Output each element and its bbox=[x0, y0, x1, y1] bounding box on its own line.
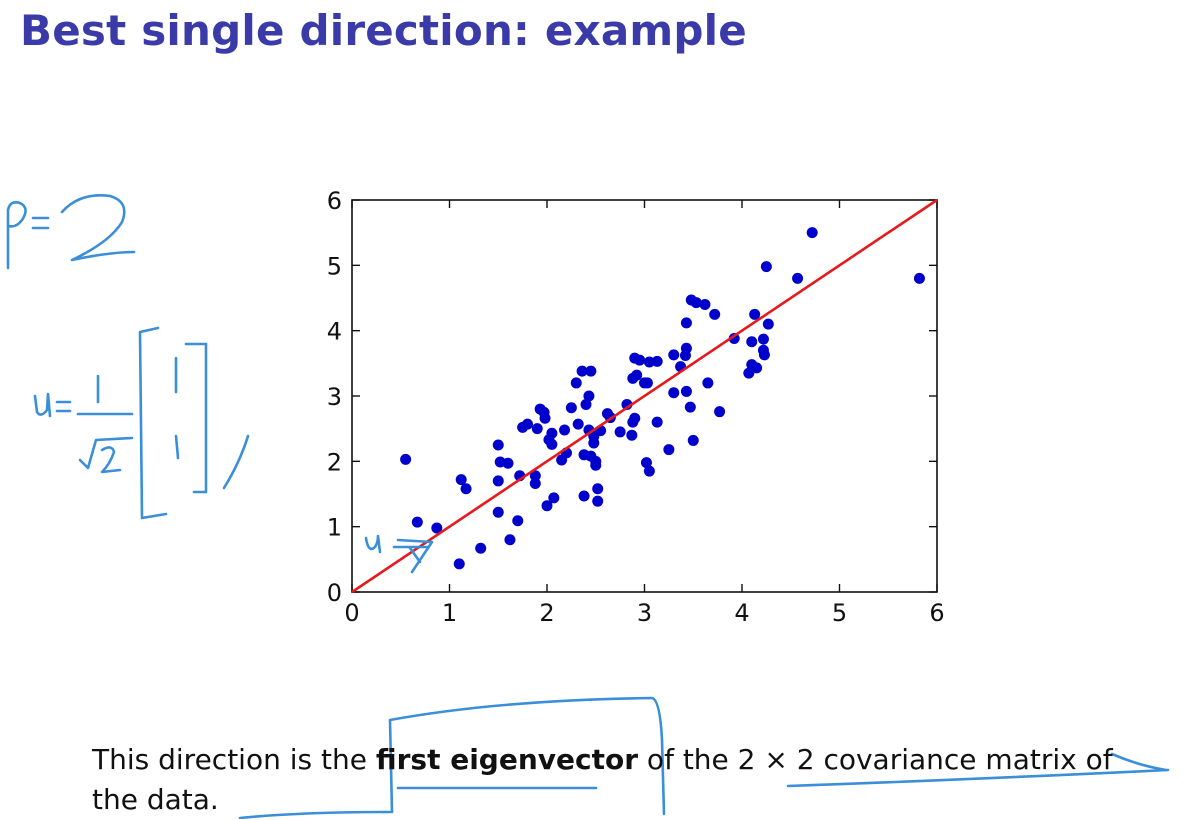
data-point bbox=[746, 336, 758, 348]
y-tick-label: 1 bbox=[327, 514, 342, 542]
data-point bbox=[631, 369, 643, 381]
caption-bold-term: first eigenvector bbox=[375, 743, 639, 776]
data-point bbox=[546, 438, 558, 450]
data-point bbox=[531, 423, 543, 435]
data-point bbox=[728, 333, 740, 345]
caption-part1: This direction is the bbox=[92, 743, 376, 776]
data-point bbox=[502, 457, 514, 469]
data-point bbox=[529, 470, 541, 482]
data-point bbox=[578, 490, 590, 502]
data-point bbox=[762, 318, 774, 330]
x-tick-label: 1 bbox=[442, 599, 457, 627]
data-point bbox=[455, 474, 467, 486]
data-points bbox=[400, 227, 925, 570]
data-point bbox=[684, 401, 696, 413]
data-point bbox=[492, 506, 504, 518]
data-point bbox=[792, 272, 804, 284]
data-point bbox=[492, 475, 504, 487]
x-tick-label: 5 bbox=[832, 599, 847, 627]
data-point bbox=[629, 412, 641, 424]
data-point bbox=[913, 272, 925, 284]
data-point bbox=[400, 453, 412, 465]
data-point bbox=[690, 297, 702, 309]
data-point bbox=[663, 444, 675, 456]
data-point bbox=[572, 418, 584, 430]
data-point bbox=[626, 429, 638, 441]
data-point bbox=[460, 483, 472, 495]
data-point bbox=[651, 416, 663, 428]
data-point bbox=[475, 542, 487, 554]
x-tick-label: 4 bbox=[734, 599, 749, 627]
data-point bbox=[592, 495, 604, 507]
data-point bbox=[614, 426, 626, 438]
data-point bbox=[806, 227, 818, 239]
y-tick-label: 2 bbox=[327, 448, 342, 476]
data-point bbox=[643, 465, 655, 477]
data-point bbox=[411, 516, 423, 528]
data-point bbox=[680, 385, 692, 397]
y-tick-label: 4 bbox=[327, 318, 342, 346]
y-tick-label: 5 bbox=[327, 252, 342, 280]
caption-part2: of the 2 × 2 covariance matrix of bbox=[638, 743, 1113, 776]
x-tick-label: 3 bbox=[637, 599, 652, 627]
y-tick-label: 3 bbox=[327, 383, 342, 411]
data-point bbox=[640, 457, 652, 469]
data-point bbox=[529, 478, 541, 490]
data-point bbox=[634, 354, 646, 366]
data-point bbox=[565, 402, 577, 414]
slide-title: Best single direction: example bbox=[20, 6, 747, 55]
data-point bbox=[590, 459, 602, 471]
x-tick-label: 6 bbox=[929, 599, 944, 627]
data-point bbox=[588, 437, 600, 449]
data-point bbox=[541, 500, 553, 512]
data-point bbox=[522, 418, 533, 430]
data-point bbox=[570, 377, 582, 389]
data-point bbox=[576, 365, 588, 377]
data-point bbox=[714, 406, 726, 418]
data-point bbox=[641, 377, 653, 389]
x-tick-label: 2 bbox=[539, 599, 554, 627]
data-point bbox=[651, 355, 663, 367]
data-point bbox=[504, 534, 516, 546]
data-point bbox=[709, 308, 721, 320]
data-point bbox=[687, 434, 699, 446]
data-point bbox=[559, 424, 571, 436]
data-point bbox=[749, 308, 761, 320]
data-point bbox=[580, 398, 592, 410]
data-point bbox=[760, 261, 772, 273]
data-point bbox=[668, 387, 680, 399]
data-point bbox=[538, 406, 550, 418]
data-point bbox=[546, 427, 558, 439]
caption-text: This direction is the first eigenvector … bbox=[92, 740, 1172, 820]
data-point bbox=[702, 377, 714, 389]
data-point bbox=[431, 522, 443, 534]
caption-line2: the data. bbox=[92, 783, 219, 816]
data-point bbox=[680, 317, 692, 329]
x-tick-label: 0 bbox=[344, 599, 359, 627]
y-tick-label: 0 bbox=[327, 579, 342, 607]
data-point bbox=[680, 342, 692, 354]
direction-line bbox=[351, 198, 938, 594]
data-point bbox=[583, 390, 595, 402]
data-point bbox=[751, 362, 763, 374]
data-point bbox=[757, 333, 769, 345]
data-point bbox=[453, 558, 465, 570]
data-point bbox=[743, 367, 755, 379]
data-point bbox=[512, 515, 524, 527]
data-point bbox=[758, 349, 770, 361]
axis-ticks: 0 1 2 3 4 5 6 0 1 2 3 4 5 6 bbox=[327, 187, 945, 627]
data-point bbox=[585, 365, 597, 377]
data-point bbox=[699, 299, 711, 311]
y-tick-label: 6 bbox=[327, 187, 342, 215]
data-point bbox=[492, 439, 504, 451]
data-point bbox=[668, 349, 680, 361]
data-point bbox=[592, 483, 604, 495]
data-point bbox=[548, 492, 560, 504]
